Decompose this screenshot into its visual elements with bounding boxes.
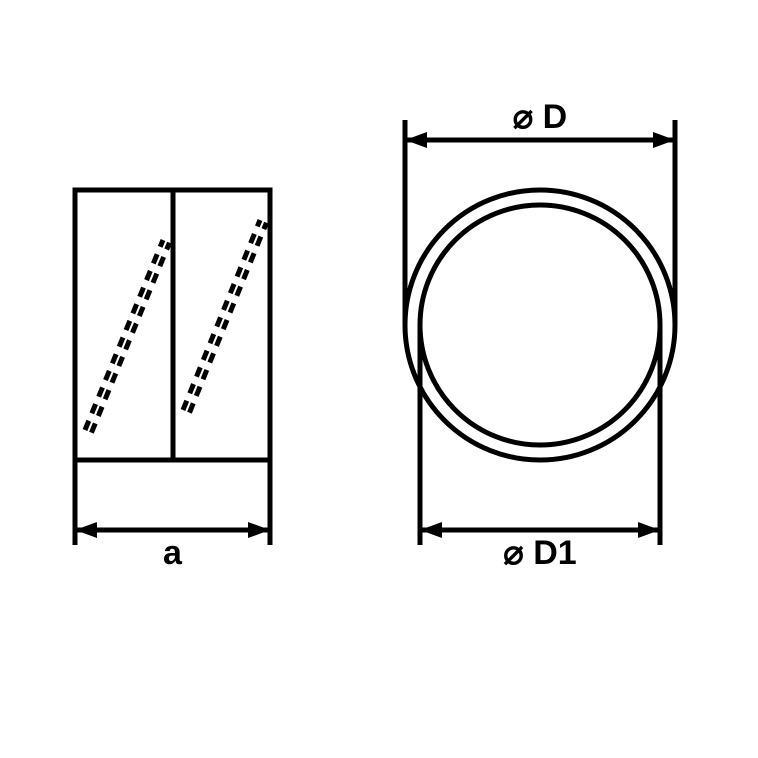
dim-label-D1: ⌀ D1 (503, 534, 576, 572)
dim-label-a: a (163, 534, 183, 572)
dim-label-D: ⌀ D (513, 98, 567, 136)
technical-drawing: a ⌀ D ⌀ D1 (0, 0, 758, 758)
drawing-svg: a ⌀ D ⌀ D1 (0, 0, 758, 758)
